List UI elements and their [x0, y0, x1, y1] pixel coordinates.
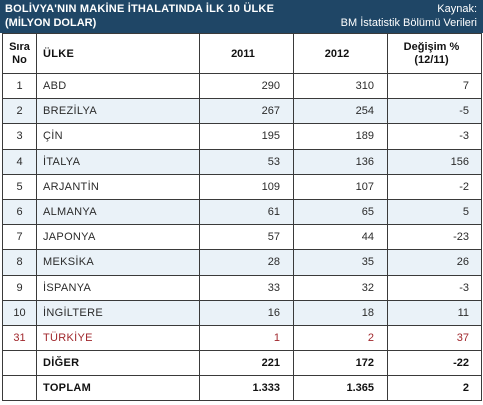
rank-cell: 1 — [2, 72, 37, 100]
change-cell: 11 — [387, 299, 482, 326]
rank-header: Sıra No — [2, 33, 37, 74]
rank-cell-empty — [2, 350, 37, 377]
table-row: 1 ABD 290 310 7 — [2, 72, 482, 100]
change-cell: 26 — [387, 249, 482, 276]
value-2011-cell: 53 — [199, 148, 294, 175]
country-cell: TÜRKİYE — [36, 324, 200, 352]
table-title: BOLİVYA'NIN MAKİNE İTHALATINDA İLK 10 ÜL… — [5, 3, 275, 15]
value-2012-cell: 32 — [293, 274, 388, 301]
rank-cell: 4 — [2, 148, 37, 175]
rank-cell: 10 — [2, 299, 37, 326]
country-cell: ABD — [36, 72, 200, 100]
other-2012: 172 — [293, 350, 388, 377]
total-2011: 1.333 — [199, 375, 294, 402]
country-cell: ÇİN — [36, 123, 200, 150]
table-row: 10 İNGİLTERE 16 18 11 — [2, 299, 482, 326]
value-2012-cell: 44 — [293, 224, 388, 251]
table-row: 7 JAPONYA 57 44 -23 — [2, 224, 482, 251]
rank-cell-empty — [2, 375, 37, 402]
country-cell: JAPONYA — [36, 224, 200, 251]
rank-cell: 3 — [2, 123, 37, 150]
table-subtitle: (MİLYON DOLAR) — [5, 17, 97, 29]
rank-header-line2: No — [12, 53, 27, 66]
total-row: TOPLAM 1.333 1.365 2 — [2, 375, 482, 402]
change-cell: -3 — [387, 123, 482, 150]
value-2011-cell: 267 — [199, 98, 294, 125]
value-2011-cell: 28 — [199, 249, 294, 276]
source-label: Kaynak: — [437, 3, 477, 15]
rank-cell: 7 — [2, 224, 37, 251]
header-row: Sıra No ÜLKE 2011 2012 Değişim % (12/11) — [2, 33, 482, 74]
country-cell: ARJANTİN — [36, 173, 200, 200]
year-2012-header: 2012 — [293, 33, 388, 74]
value-2012-cell: 2 — [293, 324, 388, 352]
value-2011-cell: 109 — [199, 173, 294, 200]
country-cell: ALMANYA — [36, 198, 200, 226]
year-2011-header: 2011 — [199, 33, 294, 74]
change-header: Değişim % (12/11) — [387, 33, 482, 74]
value-2012-cell: 18 — [293, 299, 388, 326]
change-cell: 5 — [387, 198, 482, 226]
table-row: 2 BREZİLYA 267 254 -5 — [2, 98, 482, 125]
value-2012-cell: 310 — [293, 72, 388, 100]
table-row: 9 İSPANYA 33 32 -3 — [2, 274, 482, 301]
change-cell: 156 — [387, 148, 482, 175]
value-2011-cell: 195 — [199, 123, 294, 150]
value-2011-cell: 57 — [199, 224, 294, 251]
table-row: 8 MEKSİKA 28 35 26 — [2, 249, 482, 276]
value-2012-cell: 136 — [293, 148, 388, 175]
change-header-line1: Değişim % — [403, 40, 460, 53]
rank-cell: 31 — [2, 324, 37, 352]
country-cell: MEKSİKA — [36, 249, 200, 276]
table-row: 3 ÇİN 195 189 -3 — [2, 123, 482, 150]
change-header-line2: (12/11) — [414, 53, 449, 66]
table-row: 4 İTALYA 53 136 156 — [2, 148, 482, 175]
table-row: 5 ARJANTİN 109 107 -2 — [2, 173, 482, 200]
change-cell: -23 — [387, 224, 482, 251]
total-2012: 1.365 — [293, 375, 388, 402]
source-value: BM İstatistik Bölümü Verileri — [340, 17, 477, 29]
country-cell: İNGİLTERE — [36, 299, 200, 326]
value-2011-cell: 33 — [199, 274, 294, 301]
rank-header-line1: Sıra — [9, 40, 30, 53]
change-cell: 37 — [387, 324, 482, 352]
value-2012-cell: 254 — [293, 98, 388, 125]
total-label: TOPLAM — [36, 375, 200, 402]
value-2012-cell: 35 — [293, 249, 388, 276]
other-2011: 221 — [199, 350, 294, 377]
value-2011-cell: 290 — [199, 72, 294, 100]
value-2011-cell: 1 — [199, 324, 294, 352]
other-label: DİĞER — [36, 350, 200, 377]
total-change: 2 — [387, 375, 482, 402]
rank-cell: 6 — [2, 198, 37, 226]
other-row: DİĞER 221 172 -22 — [2, 350, 482, 377]
rank-cell: 2 — [2, 98, 37, 125]
rank-cell: 5 — [2, 173, 37, 200]
rank-cell: 8 — [2, 249, 37, 276]
change-cell: -3 — [387, 274, 482, 301]
table-row: 6 ALMANYA 61 65 5 — [2, 198, 482, 226]
change-cell: 7 — [387, 72, 482, 100]
other-change: -22 — [387, 350, 482, 377]
country-cell: İSPANYA — [36, 274, 200, 301]
value-2011-cell: 61 — [199, 198, 294, 226]
value-2012-cell: 65 — [293, 198, 388, 226]
table-row-turkey: 31 TÜRKİYE 1 2 37 — [2, 324, 482, 352]
value-2012-cell: 107 — [293, 173, 388, 200]
title-banner: BOLİVYA'NIN MAKİNE İTHALATINDA İLK 10 ÜL… — [0, 0, 483, 33]
country-cell: BREZİLYA — [36, 98, 200, 125]
change-cell: -5 — [387, 98, 482, 125]
imports-table: Sıra No ÜLKE 2011 2012 Değişim % (12/11)… — [2, 33, 482, 402]
change-cell: -2 — [387, 173, 482, 200]
country-cell: İTALYA — [36, 148, 200, 175]
rank-cell: 9 — [2, 274, 37, 301]
value-2012-cell: 189 — [293, 123, 388, 150]
value-2011-cell: 16 — [199, 299, 294, 326]
country-header: ÜLKE — [36, 33, 200, 74]
